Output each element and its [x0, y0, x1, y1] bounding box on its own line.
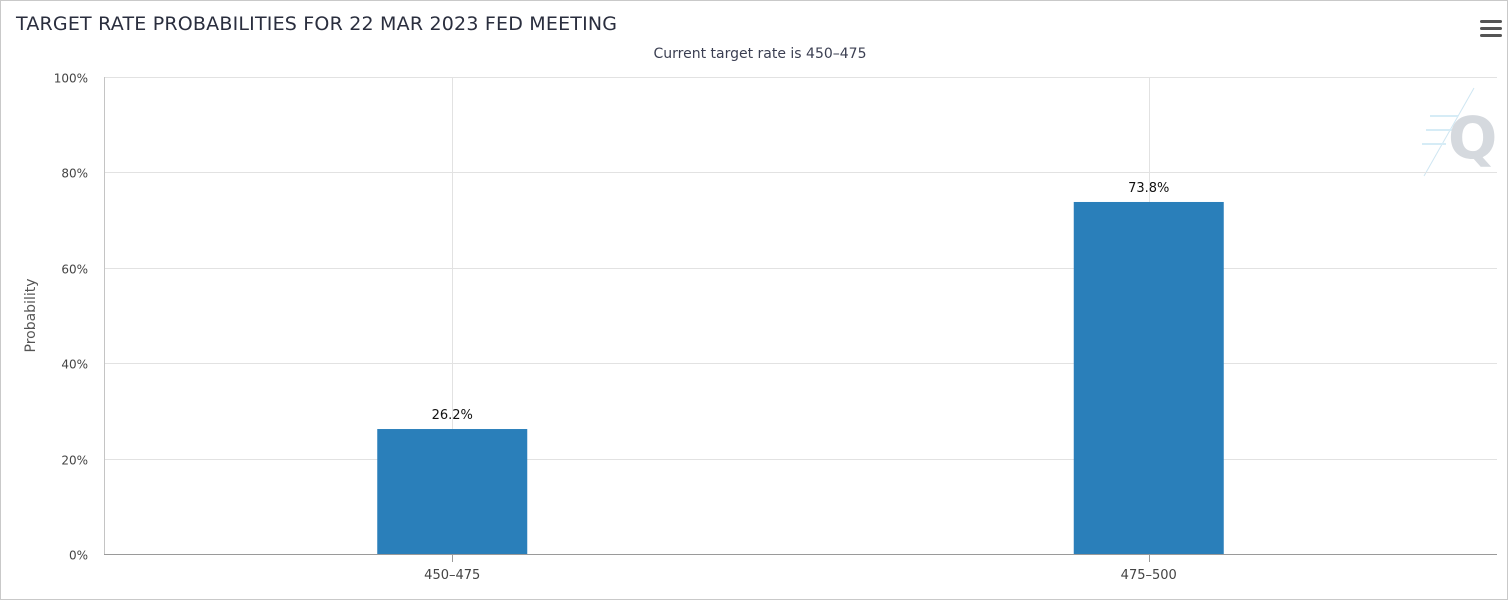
bars [377, 201, 1224, 554]
y-tick-label: 40% [61, 358, 88, 372]
svg-text:Q: Q [1448, 104, 1496, 172]
bar-1[interactable] [377, 429, 528, 554]
y-tick-label: 80% [61, 167, 88, 181]
x-tick-label: 450–475 [424, 568, 480, 583]
bar-chart: 0% 20% 40% 60% 80% 100% 26.2% 73.8% 450–475 475… [23, 72, 1497, 583]
watermark-logo-icon: Q [1422, 87, 1496, 177]
data-label: 73.8% [1128, 181, 1169, 196]
chart-title: TARGET RATE PROBABILITIES FOR 22 MAR 202… [16, 13, 618, 35]
y-tick-label: 60% [61, 263, 88, 277]
hamburger-menu-icon[interactable] [1480, 20, 1502, 38]
y-tick-label: 20% [61, 454, 88, 468]
x-tick-labels: 450–475 475–500 [424, 554, 1177, 583]
y-tick-label: 100% [54, 72, 88, 86]
chart-subtitle: Current target rate is 450–475 [653, 46, 867, 62]
y-tick-label: 0% [69, 549, 88, 563]
y-axis-title: Probability [23, 278, 39, 352]
data-label: 26.2% [432, 408, 473, 423]
x-tick-label: 475–500 [1121, 568, 1177, 583]
y-tick-labels: 0% 20% 40% 60% 80% 100% [54, 72, 88, 563]
grid-lines [104, 77, 1497, 555]
data-labels: 26.2% 73.8% [432, 181, 1170, 423]
bar-2[interactable] [1073, 201, 1224, 554]
